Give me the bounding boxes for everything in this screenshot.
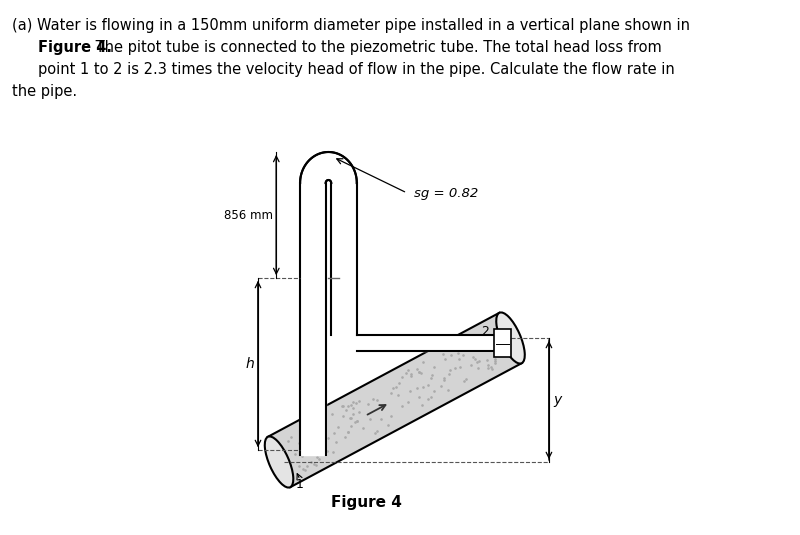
Bar <box>494 329 510 357</box>
Text: the pipe.: the pipe. <box>12 84 77 99</box>
Text: 2: 2 <box>482 325 489 338</box>
Text: 1: 1 <box>295 478 303 491</box>
Text: h: h <box>246 357 254 371</box>
Text: point 1 to 2 is 2.3 times the velocity head of flow in the pipe. Calculate the f: point 1 to 2 is 2.3 times the velocity h… <box>38 62 674 77</box>
Polygon shape <box>268 313 522 487</box>
Text: (a) Water is flowing in a 150mm uniform diameter pipe installed in a vertical pl: (a) Water is flowing in a 150mm uniform … <box>12 18 690 33</box>
Text: sg = 0.82: sg = 0.82 <box>414 187 478 200</box>
Text: Figure 4.: Figure 4. <box>38 40 111 55</box>
Polygon shape <box>300 152 357 183</box>
Text: y: y <box>554 393 562 407</box>
Text: The pitot tube is connected to the piezometric tube. The total head loss from: The pitot tube is connected to the piezo… <box>90 40 662 55</box>
Ellipse shape <box>496 312 525 364</box>
Ellipse shape <box>265 437 294 487</box>
Text: Figure 4: Figure 4 <box>330 495 402 510</box>
Text: 856 mm: 856 mm <box>224 209 273 221</box>
